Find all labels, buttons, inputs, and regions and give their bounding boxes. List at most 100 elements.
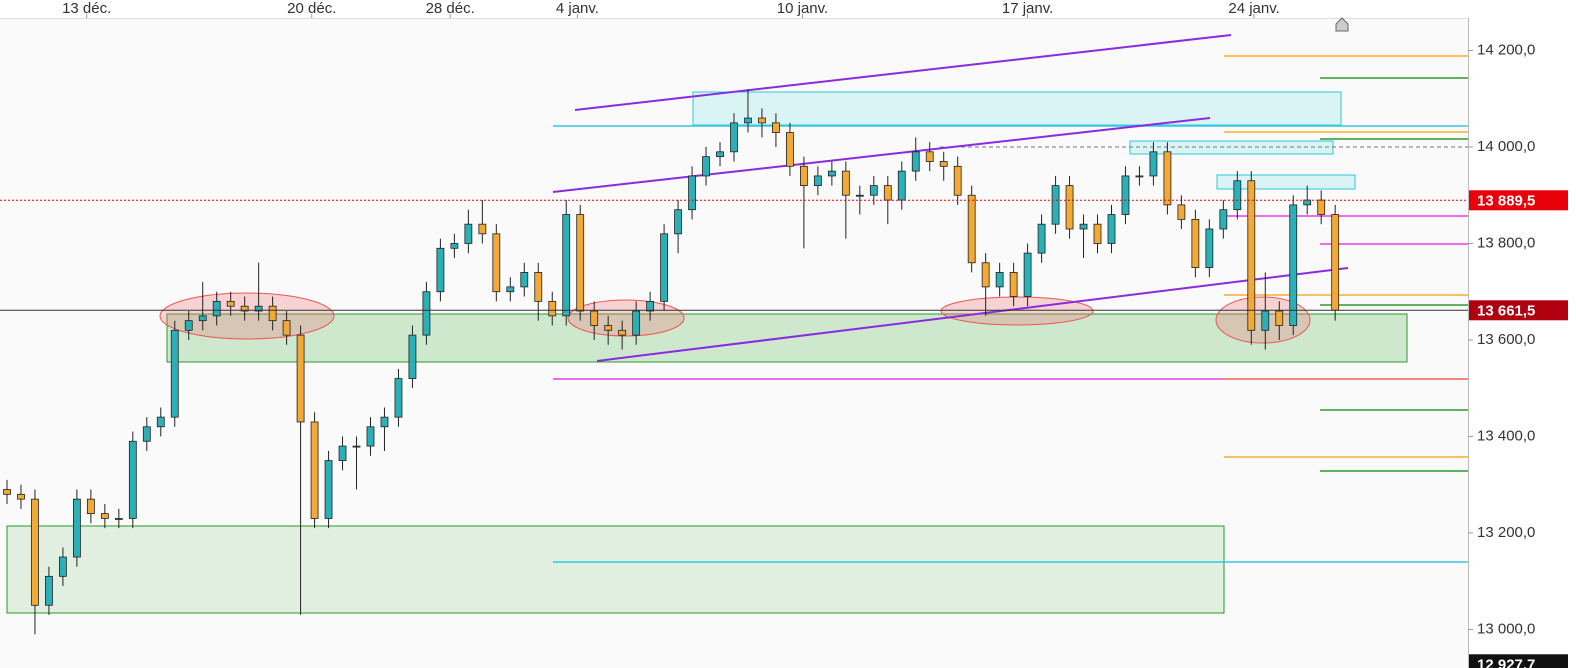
candle-body: [464, 223, 473, 244]
price-tag-label: 13 889,5: [1477, 192, 1535, 209]
candle-body: [380, 416, 389, 428]
candle-body: [450, 243, 459, 249]
x-tick-label: 10 janv.: [777, 0, 828, 17]
candle-body: [352, 445, 361, 448]
candle-body: [939, 161, 948, 167]
candle-body: [240, 305, 249, 312]
candle-body: [883, 185, 892, 201]
candle-body: [1079, 223, 1088, 230]
candle-body: [296, 334, 305, 423]
candle-body: [1177, 204, 1186, 220]
candle-body: [268, 305, 277, 322]
x-tick-label: 28 déc.: [426, 0, 475, 17]
candle-body: [254, 305, 263, 312]
candle-body: [981, 262, 990, 288]
candle-body: [59, 556, 67, 577]
candle-body: [1163, 151, 1172, 206]
candle-body: [604, 325, 613, 331]
candle-body: [520, 272, 529, 288]
candle-body: [1191, 218, 1200, 268]
y-tick-label: 14 200,0: [1477, 41, 1535, 58]
candle-body: [394, 378, 403, 418]
candle-body: [338, 445, 347, 461]
candle-body: [506, 286, 515, 293]
price-tag: [1469, 654, 1568, 668]
candle-body: [897, 170, 906, 201]
candle-body: [716, 151, 724, 158]
candle-body: [618, 329, 627, 336]
y-tick-label: 13 200,0: [1477, 524, 1535, 541]
candle-body: [674, 209, 682, 235]
trend-line: [574, 34, 1232, 111]
candle-body: [772, 122, 780, 133]
x-tick-label: 13 déc.: [62, 0, 111, 17]
candle-body: [800, 165, 808, 186]
candle-body: [198, 315, 207, 322]
candle-body: [1009, 272, 1018, 297]
x-tick-label: 4 janv.: [556, 0, 599, 17]
highlight-ellipse: [159, 292, 335, 340]
y-tick-label: 13 800,0: [1477, 234, 1535, 251]
candle-body: [1051, 185, 1060, 225]
candle-body: [1135, 175, 1144, 178]
candle-body: [702, 156, 710, 177]
candle-body: [855, 194, 864, 197]
candle-body: [1233, 180, 1242, 211]
candle-body: [548, 300, 557, 317]
candle-body: [1331, 214, 1340, 311]
candle-body: [142, 426, 151, 442]
price-tag-label: 13 661,5: [1477, 302, 1535, 319]
candle-body: [1065, 185, 1074, 230]
candle-body: [590, 310, 599, 326]
candle-body: [492, 233, 501, 293]
candle-body: [813, 175, 822, 186]
candle-body: [478, 223, 487, 235]
candle-body: [128, 440, 137, 519]
candle-body: [758, 117, 766, 124]
support-zone: [6, 525, 1225, 614]
candle-body: [226, 300, 235, 307]
candle-body: [86, 498, 95, 515]
candle-body: [310, 421, 319, 519]
candle-body: [3, 489, 11, 495]
x-tick-label: 24 janv.: [1228, 0, 1279, 17]
candle-body: [841, 170, 850, 196]
candle-body: [925, 151, 934, 162]
x-tick-label: 20 déc.: [287, 0, 336, 17]
y-tick-label: 14 000,0: [1477, 138, 1535, 155]
candle-body: [1247, 180, 1256, 331]
candle-body: [632, 310, 641, 336]
candle-body: [660, 233, 668, 302]
price-tag: [1469, 190, 1568, 211]
candle-body: [1121, 175, 1130, 215]
candle-body: [730, 122, 738, 153]
candle-body: [534, 272, 543, 302]
candles: [3, 89, 1340, 635]
candle-body: [1149, 151, 1158, 177]
candle-body: [100, 513, 109, 519]
candle-body: [156, 416, 165, 428]
candle-body: [1093, 223, 1102, 244]
candle-body: [212, 300, 221, 317]
candle-body: [45, 575, 53, 606]
candle-body: [995, 272, 1004, 288]
home-icon[interactable]: [1335, 17, 1349, 32]
candle-body: [869, 185, 878, 196]
candle-body: [1303, 199, 1312, 206]
candle-body: [744, 117, 752, 124]
trend-line: [596, 267, 1349, 362]
annotations: [6, 17, 1468, 614]
candle-body: [1219, 209, 1228, 230]
candle-body: [827, 170, 836, 177]
candle-body: [31, 498, 39, 606]
y-tick-label: 13 400,0: [1477, 427, 1535, 444]
trend-line: [552, 117, 1211, 193]
candle-body: [576, 214, 585, 312]
price-tag-label: 12 927,7: [1477, 656, 1535, 668]
resistance-zone: [692, 91, 1342, 126]
candle-body: [422, 291, 431, 336]
candle-body: [366, 426, 375, 447]
candle-body: [72, 498, 81, 558]
candle-body: [786, 132, 794, 167]
